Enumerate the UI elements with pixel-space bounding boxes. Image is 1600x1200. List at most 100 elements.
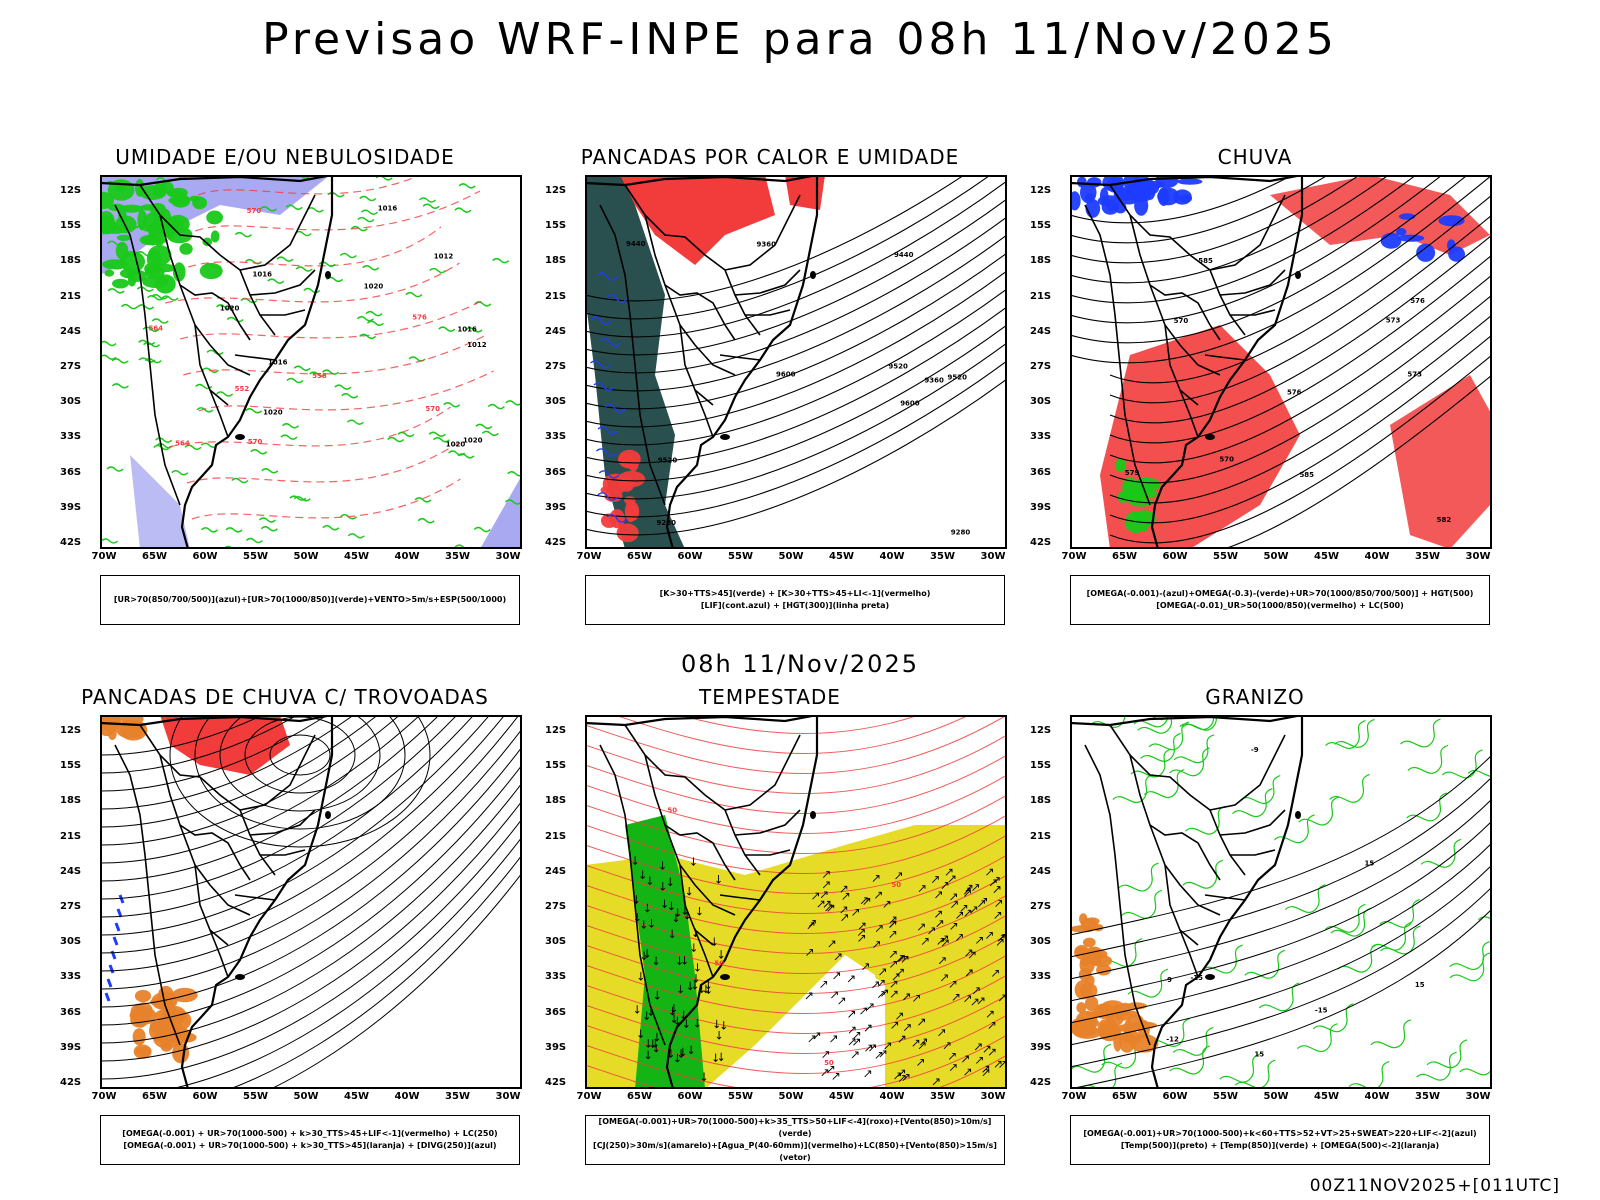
latitude-label: 30S <box>1030 936 1052 948</box>
map-legend: [OMEGA(-0.001)-(azul)+OMEGA(-0.3)-(verde… <box>1070 575 1490 625</box>
latitude-label: 27S <box>545 361 567 372</box>
longitude-label: 40W <box>879 551 905 562</box>
contour-label: 1020 <box>220 304 240 312</box>
longitude-label: 50W <box>1263 551 1289 562</box>
latitude-label: 21S <box>60 290 82 302</box>
forecast-map <box>100 715 522 1089</box>
latitude-label: 12S <box>1030 185 1052 196</box>
contour-label: 9520 <box>947 374 967 382</box>
latitude-label: 39S <box>60 501 82 513</box>
latitude-label: 36S <box>545 1006 567 1018</box>
latitude-label: 39S <box>545 501 567 513</box>
latitude-label: 12S <box>545 185 567 196</box>
panel-title: PANCADAS DE CHUVA C/ TROVOADAS <box>81 685 489 709</box>
latitude-label: 15S <box>60 760 82 772</box>
contour-label: 9520 <box>658 456 678 464</box>
longitude-label: 45W <box>1314 551 1339 562</box>
contour-label: 570 <box>1174 317 1189 325</box>
map-panel: PANCADAS DE CHUVA C/ TROVOADAS 12S 15S 18S 2… <box>40 685 530 1185</box>
latitude-label: 36S <box>545 466 567 478</box>
contour-label: 564 <box>148 325 163 333</box>
contour-label: 1020 <box>446 441 466 449</box>
longitude-label: 30W <box>980 551 1006 562</box>
latitude-label: 36S <box>60 1006 82 1018</box>
longitude-label: 60W <box>192 551 218 562</box>
legend-line: [OMEGA(-0.001) + UR>70(1000-500) + k>30_… <box>122 1129 498 1138</box>
longitude-label: 50W <box>1263 1091 1289 1102</box>
map-panel: PANCADAS POR CALOR E UMIDADE 12S 15S 18S 21S… <box>525 145 1015 645</box>
contour-label: 9600 <box>776 371 796 379</box>
contour-label: 1016 <box>378 205 398 213</box>
latitude-label: 18S <box>1030 795 1052 807</box>
panel-title: CHUVA <box>1217 145 1293 169</box>
latitude-label: 33S <box>60 431 82 443</box>
longitude-label: 45W <box>829 1091 854 1102</box>
panel-title: PANCADAS POR CALOR E UMIDADE <box>580 145 960 169</box>
longitude-label: 60W <box>677 1091 703 1102</box>
longitude-label: 60W <box>1162 551 1188 562</box>
latitude-label: 42S <box>60 537 82 548</box>
longitude-label: 55W <box>243 551 268 562</box>
longitude-label: 65W <box>142 1091 167 1102</box>
contour-label: 570 <box>425 405 440 413</box>
latitude-label: 15S <box>1030 220 1052 232</box>
latitude-label: 24S <box>545 865 567 877</box>
latitude-label: 21S <box>545 830 567 842</box>
latitude-label: 39S <box>1030 1041 1052 1053</box>
latitude-label: 33S <box>1030 971 1052 983</box>
map-panel: TEMPESTADE 12S 15S 18S 21S 24S 27S 30S 33S 36S 39S… <box>525 685 1015 1185</box>
forecast-map: 585 585 582 579 576 573 570 576 573 570 <box>1070 175 1492 549</box>
contour-label: 1020 <box>364 283 384 291</box>
forecast-map: 1016 1016 1020 1012 1016 1020 1020 1016 1020 1012… <box>100 175 522 549</box>
longitude-label: 70W <box>91 551 117 562</box>
latitude-label: 24S <box>1030 325 1052 337</box>
legend-line: [OMEGA(-0.001)+UR>70(1000-500)+k>35_TTS>… <box>598 1117 992 1138</box>
map-panel: UMIDADE E/OU NEBULOSIDADE 12S 15S 18S 21S 24S… <box>40 145 530 645</box>
longitude-label: 35W <box>930 1091 955 1102</box>
map-legend: [OMEGA(-0.001)+UR>70(1000-500)+k>35_TTS>… <box>585 1115 1005 1165</box>
contour-label: 9520 <box>888 363 908 371</box>
latitude-label: 42S <box>1030 1077 1052 1088</box>
legend-line: [CJ(250)>30m/s](amarelo)+[Agua_P(40-60mm… <box>593 1141 997 1162</box>
latitude-label: 33S <box>545 431 567 443</box>
forecast-map: 15 15 -9 -12 -15 -15 15 -9 <box>1070 715 1492 1089</box>
latitude-label: 18S <box>545 255 567 267</box>
latitude-label: 21S <box>1030 290 1052 302</box>
contour-label: 15 <box>1254 1050 1264 1058</box>
latitude-label: 42S <box>60 1077 82 1088</box>
longitude-label: 50W <box>293 1091 319 1102</box>
legend-line: [OMEGA(-0.001) + UR>70(1000-500) + k>30_… <box>123 1141 497 1150</box>
longitude-label: 40W <box>879 1091 905 1102</box>
contour-label: 582 <box>1437 516 1452 524</box>
longitude-label: 50W <box>293 551 319 562</box>
contour-label: 50 <box>891 881 901 889</box>
latitude-label: 21S <box>60 830 82 842</box>
longitude-label: 60W <box>192 1091 218 1102</box>
longitude-label: 50W <box>778 551 804 562</box>
longitude-label: 45W <box>344 551 369 562</box>
forecast-map: 50 50 50 50 <box>585 715 1007 1089</box>
latitude-label: 18S <box>545 795 567 807</box>
latitude-label: 21S <box>545 290 567 302</box>
contour-label: 50 <box>667 807 677 815</box>
contour-label: -12 <box>1166 1036 1179 1044</box>
contour-label: 9280 <box>657 519 677 527</box>
panel-title: UMIDADE E/OU NEBULOSIDADE <box>115 145 455 169</box>
contour-label: 50 <box>714 959 724 967</box>
legend-line: [OMEGA(-0.001)-(azul)+OMEGA(-0.3)-(verde… <box>1086 589 1474 598</box>
latitude-label: 42S <box>545 537 567 548</box>
map-panel: CHUVA 12S 15S 18S 21S 24S 27S 30S 33S 36S 39S 42S 70… <box>1010 145 1500 645</box>
latitude-label: 21S <box>1030 830 1052 842</box>
longitude-label: 30W <box>1465 551 1491 562</box>
contour-label: 570 <box>247 207 262 215</box>
contour-label: 9360 <box>924 376 944 384</box>
contour-label: 1020 <box>263 408 283 416</box>
latitude-label: 24S <box>60 325 82 337</box>
contour-label: 552 <box>235 385 250 393</box>
contour-label: 1016 <box>253 271 273 279</box>
latitude-label: 15S <box>1030 760 1052 772</box>
contour-label: 570 <box>1219 456 1234 464</box>
contour-label: 50 <box>824 1059 834 1067</box>
contour-label: 564 <box>175 440 190 448</box>
contour-label: 570 <box>248 438 263 446</box>
